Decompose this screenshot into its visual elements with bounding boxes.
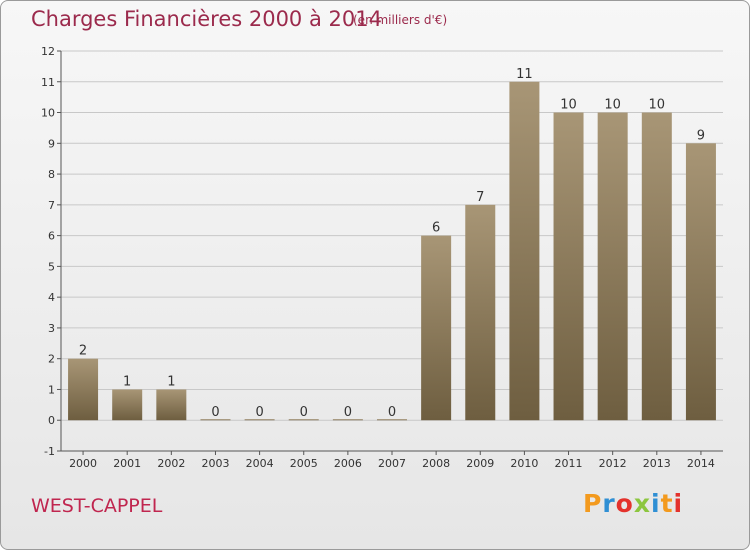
x-tick-label: 2001 bbox=[113, 457, 141, 470]
data-label-2001: 1 bbox=[123, 374, 131, 389]
x-tick-label: 2002 bbox=[157, 457, 185, 470]
bar-2009 bbox=[465, 204, 496, 421]
bar-2014 bbox=[685, 143, 716, 421]
y-tick-label: 4 bbox=[48, 291, 55, 304]
data-label-2007: 0 bbox=[388, 405, 396, 420]
chart-title: Charges Financières 2000 à 2014 bbox=[31, 7, 382, 31]
logo-letter: i bbox=[651, 489, 661, 518]
bar-2001 bbox=[112, 389, 143, 421]
y-tick-label: 0 bbox=[48, 414, 55, 427]
data-label-2000: 2 bbox=[79, 344, 87, 359]
x-tick-label: 2000 bbox=[69, 457, 97, 470]
y-tick-label: 6 bbox=[48, 230, 55, 243]
x-tick-label: 2009 bbox=[466, 457, 494, 470]
y-tick-label: -1 bbox=[44, 445, 55, 458]
logo-letter: i bbox=[673, 489, 684, 518]
logo-letter: r bbox=[602, 489, 616, 518]
y-tick-label: 7 bbox=[48, 199, 55, 212]
bar-2008 bbox=[421, 235, 452, 421]
data-label-2008: 6 bbox=[432, 221, 440, 236]
bar-2011 bbox=[553, 112, 584, 421]
bar-2013 bbox=[641, 112, 672, 421]
bar-2005 bbox=[288, 419, 319, 421]
bar-2006 bbox=[332, 419, 363, 421]
bars bbox=[68, 81, 716, 421]
logo-letter: x bbox=[633, 489, 651, 518]
bar-2004 bbox=[244, 419, 275, 421]
y-tick-label: 9 bbox=[48, 137, 55, 150]
x-tick-label: 2006 bbox=[334, 457, 362, 470]
x-tick-label: 2014 bbox=[687, 457, 715, 470]
commune-name: WEST-CAPPEL bbox=[31, 495, 163, 517]
y-tick-label: 8 bbox=[48, 168, 55, 181]
x-tick-label: 2013 bbox=[643, 457, 671, 470]
data-label-2011: 10 bbox=[560, 98, 577, 113]
data-label-2009: 7 bbox=[476, 190, 484, 205]
chart-subtitle: (en milliers d'€) bbox=[353, 13, 448, 27]
x-tick-label: 2011 bbox=[555, 457, 583, 470]
data-label-2005: 0 bbox=[300, 405, 308, 420]
bar-2003 bbox=[200, 419, 231, 421]
bar-2012 bbox=[597, 112, 628, 421]
y-tick-label: 1 bbox=[48, 383, 55, 396]
x-tick-label: 2003 bbox=[201, 457, 229, 470]
y-tick-label: 10 bbox=[41, 107, 55, 120]
y-tick-label: 5 bbox=[48, 260, 55, 273]
data-label-2010: 11 bbox=[516, 67, 533, 82]
x-tick-label: 2010 bbox=[510, 457, 538, 470]
y-tick-label: 2 bbox=[48, 353, 55, 366]
data-label-2006: 0 bbox=[344, 405, 352, 420]
logo-letter: o bbox=[615, 489, 634, 518]
bar-2002 bbox=[156, 389, 187, 421]
logo-letter: t bbox=[660, 489, 674, 518]
x-tick-label: 2005 bbox=[290, 457, 318, 470]
x-tick-label: 2012 bbox=[599, 457, 627, 470]
logo-letter: P bbox=[583, 489, 603, 518]
data-label-2002: 1 bbox=[167, 374, 175, 389]
data-label-2013: 10 bbox=[649, 98, 666, 113]
bar-2010 bbox=[509, 81, 540, 421]
data-label-2014: 9 bbox=[697, 128, 705, 143]
bar-2000 bbox=[68, 358, 99, 421]
y-tick-label: 3 bbox=[48, 322, 55, 335]
bar-2007 bbox=[377, 419, 407, 421]
x-tick-label: 2007 bbox=[378, 457, 406, 470]
x-tick-label: 2008 bbox=[422, 457, 450, 470]
data-label-2012: 10 bbox=[604, 98, 621, 113]
x-tick-label: 2004 bbox=[246, 457, 274, 470]
y-tick-label: 11 bbox=[41, 76, 55, 89]
y-tick-label: 12 bbox=[41, 45, 55, 58]
data-label-2003: 0 bbox=[211, 405, 219, 420]
data-label-2004: 0 bbox=[255, 405, 263, 420]
proxiti-logo: Proxiti bbox=[583, 489, 683, 518]
